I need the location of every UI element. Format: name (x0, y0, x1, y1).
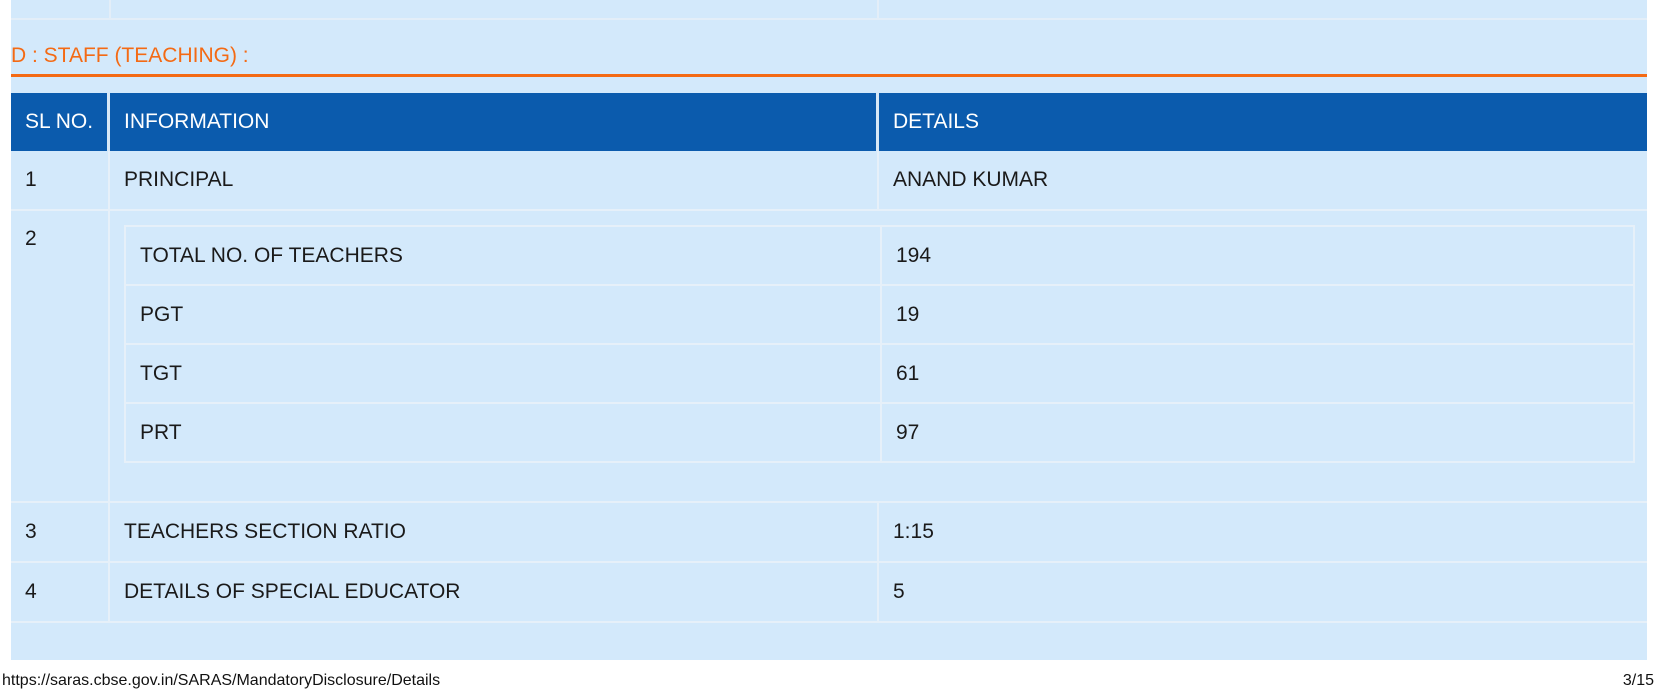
teacher-breakdown-table: TOTAL NO. OF TEACHERS 194 PGT 19 TGT 61 (124, 225, 1635, 463)
details-cell: 1:15 (879, 503, 1647, 563)
staff-table: SL NO. INFORMATION DETAILS 1 PRINCIPAL A… (11, 93, 1647, 623)
header-details: DETAILS (879, 93, 1647, 151)
details-cell: 5 (879, 563, 1647, 623)
sl-no-cell: 2 (11, 211, 110, 503)
teacher-breakdown-cell: TOTAL NO. OF TEACHERS 194 PGT 19 TGT 61 (110, 211, 1647, 503)
nested-row: TOTAL NO. OF TEACHERS 194 (124, 225, 1634, 286)
column-separator (877, 0, 879, 18)
information-cell: DETAILS OF SPECIAL EDUCATOR (110, 563, 879, 623)
table-row: 1 PRINCIPAL ANAND KUMAR (11, 151, 1647, 211)
nested-value: 61 (880, 343, 1634, 404)
table-header-row: SL NO. INFORMATION DETAILS (11, 93, 1647, 151)
section-title: D : STAFF (TEACHING) : (11, 44, 249, 67)
sl-no-cell: 1 (11, 151, 110, 211)
section-divider (11, 74, 1647, 77)
nested-row: PGT 19 (124, 284, 1634, 345)
column-separator (109, 0, 111, 18)
details-cell: ANAND KUMAR (879, 151, 1647, 211)
sl-no-cell: 3 (11, 503, 110, 563)
page-number: 3/15 (1622, 672, 1654, 689)
nested-value: 194 (880, 225, 1634, 286)
footer-url: https://saras.cbse.gov.in/SARAS/Mandator… (2, 672, 441, 689)
previous-table-row (11, 0, 1647, 20)
nested-row: TGT 61 (124, 343, 1634, 404)
nested-value: 19 (880, 284, 1634, 345)
nested-row: PRT 97 (124, 402, 1634, 463)
nested-label: PRT (124, 402, 882, 463)
nested-label: TGT (124, 343, 882, 404)
header-sl-no: SL NO. (11, 93, 110, 151)
nested-label: PGT (124, 284, 882, 345)
information-cell: PRINCIPAL (110, 151, 879, 211)
table-row: 4 DETAILS OF SPECIAL EDUCATOR 5 (11, 563, 1647, 623)
sl-no-cell: 4 (11, 563, 110, 623)
nested-label: TOTAL NO. OF TEACHERS (124, 225, 882, 286)
table-row: 3 TEACHERS SECTION RATIO 1:15 (11, 503, 1647, 563)
information-cell: TEACHERS SECTION RATIO (110, 503, 879, 563)
header-information: INFORMATION (110, 93, 879, 151)
nested-value: 97 (880, 402, 1634, 463)
content-panel: D : STAFF (TEACHING) : SL NO. INFORMATIO… (11, 0, 1647, 660)
table-row: 2 TOTAL NO. OF TEACHERS 194 PGT (11, 211, 1647, 503)
